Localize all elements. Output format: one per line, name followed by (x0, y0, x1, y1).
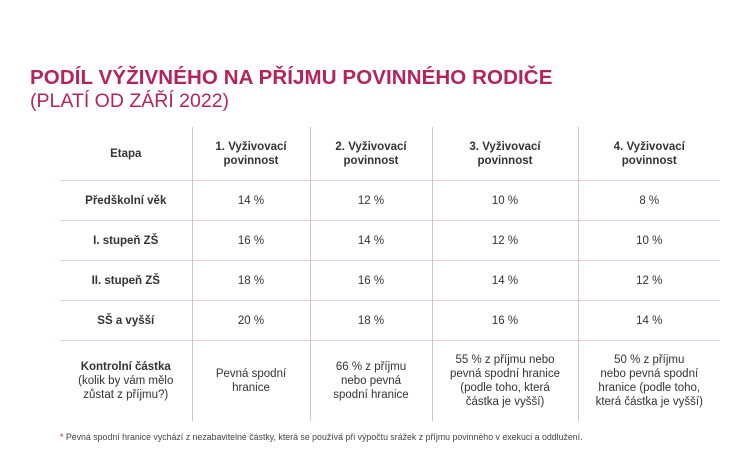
cell: 10 % (577, 220, 720, 261)
cell: 18 % (309, 300, 432, 341)
header-col-1: 1. Vyživovací povinnost (191, 127, 310, 181)
cell: 16 % (191, 220, 310, 261)
cell: 10 % (431, 180, 578, 221)
table-row: I. stupeň ZŠ 16 % 14 % 12 % 10 % (60, 220, 720, 261)
row-label: Předškolní věk (60, 180, 192, 221)
cell: 16 % (309, 260, 432, 301)
cell: 12 % (577, 260, 720, 301)
row-label: SŠ a vyšší (60, 300, 192, 341)
table-row: SŠ a vyšší 20 % 18 % 16 % 14 % (60, 300, 720, 341)
table-row: II. stupeň ZŠ 18 % 16 % 14 % 12 % (60, 260, 720, 301)
cell: 18 % (191, 260, 310, 301)
cell: 12 % (431, 220, 578, 261)
alimony-table: Etapa 1. Vyživovací povinnost 2. Vyživova… (60, 127, 720, 421)
control-cell-4: 50 % z příjmu nebo pevná spodní hranice (p… (577, 340, 720, 421)
header-col-2: 2. Vyživovací povinnost (309, 127, 432, 181)
cell: 14 % (191, 180, 310, 221)
header-col-4: 4. Vyživovací povinnost (577, 127, 720, 181)
control-cell-2: 66 % z příjmu nebo pevná spodní hranice (309, 340, 432, 421)
header-col-3: 3. Vyživovací povinnost (431, 127, 578, 181)
cell: 12 % (309, 180, 432, 221)
cell: 14 % (309, 220, 432, 261)
row-label: I. stupeň ZŠ (60, 220, 192, 261)
cell: 16 % (431, 300, 578, 341)
table-row: Předškolní věk 14 % 12 % 10 % 8 % (60, 180, 720, 221)
table-header-row: Etapa 1. Vyživovací povinnost 2. Vyživova… (60, 127, 720, 181)
cell: 14 % (431, 260, 578, 301)
footnote-text: Pevná spodní hranice vychází z nezabavit… (63, 432, 583, 442)
cell: 14 % (577, 300, 720, 341)
header-etapa: Etapa (110, 147, 142, 160)
control-cell-3: 55 % z příjmu nebo pevná spodní hranice (p… (431, 340, 578, 421)
control-label: Kontrolní částka (kolik by vám mělo zůstat… (60, 340, 192, 421)
control-amount-row: Kontrolní částka (kolik by vám mělo zůstat… (60, 340, 720, 421)
page-title: PODÍL VÝŽIVNÉHO NA PŘÍJMU POVINNÉHO RODI… (30, 66, 553, 89)
cell: 20 % (191, 300, 310, 341)
footnote: * Pevná spodní hranice vychází z nezabav… (60, 432, 583, 442)
cell: 8 % (577, 180, 720, 221)
page-subtitle: (PLATÍ OD ZÁŘÍ 2022) (30, 90, 230, 112)
row-label: II. stupeň ZŠ (60, 260, 192, 301)
footnote-mark: * (60, 432, 64, 442)
control-cell-1: Pevná spodní hranice (191, 340, 310, 421)
